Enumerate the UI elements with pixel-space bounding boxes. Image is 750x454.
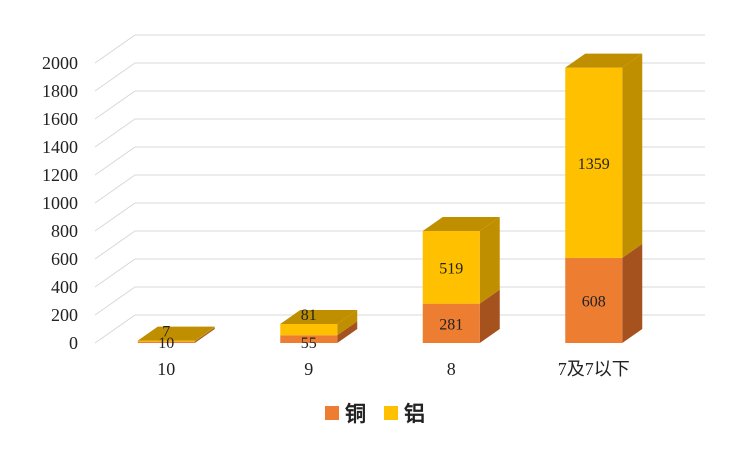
gridline-1800 [94,62,705,92]
y-tick-label-1800: 1800 [42,81,78,101]
data-label-0-2: 281 [439,316,463,333]
legend-item-copper: 铜 [325,398,366,428]
gridline-400 [94,258,705,288]
bar-side-0-1 [337,321,358,343]
legend-swatch-copper [325,406,339,420]
gridline-1000 [94,174,705,204]
x-tick-label-3: 7及7以下 [558,359,630,379]
gridline-2000 [94,34,705,64]
legend-swatch-aluminum [384,406,398,420]
data-label-0-3: 608 [582,293,606,310]
gridline-1600 [94,90,705,120]
y-tick-label-600: 600 [51,249,78,269]
x-tick-label-1: 9 [304,359,313,379]
gridline-1200 [94,146,705,176]
gridline-800 [94,202,705,232]
bar-top-2 [422,217,500,231]
data-label-0-0: 10 [158,335,174,352]
bar-side-1-1 [337,309,358,336]
legend-label-copper: 铜 [345,402,366,426]
bar-side-1-0 [194,326,215,342]
data-label-0-1: 55 [301,335,317,352]
bar-side-1-3 [622,53,643,258]
bar-0-1 [280,335,338,343]
bar-0-3 [565,257,623,343]
gridline-1400 [94,118,705,148]
data-label-1-2: 519 [439,260,463,277]
legend: 铜 铝 [0,398,750,428]
gridline-200 [94,286,705,316]
bar-layer: 107 55 81 281 519 608 1359 [137,53,643,352]
y-tick-label-1000: 1000 [42,193,78,213]
legend-label-aluminum: 铝 [404,402,425,426]
grid-layer [94,34,705,344]
y-tick-label-1400: 1400 [42,137,78,157]
y-tick-label-2000: 2000 [42,53,78,73]
data-label-1-0: 7 [162,324,170,341]
bar-side-1-2 [479,217,500,304]
bar-top-3 [565,53,643,68]
bar-1-1 [280,323,338,336]
bar-side-0-3 [622,243,643,343]
bar-top-0 [137,326,215,341]
bar-side-0-0 [194,327,215,343]
bar-0-2 [422,303,480,343]
data-label-1-3: 1359 [578,156,610,173]
data-label-1-1: 81 [301,307,317,324]
x-axis-tick-labels: 10 9 8 7及7以下 [157,359,630,379]
gridline-600 [94,230,705,260]
bar-side-0-2 [479,289,500,343]
y-tick-label-1600: 1600 [42,109,78,129]
y-tick-label-200: 200 [51,305,78,325]
bar-1-0 [137,340,195,342]
x-tick-label-2: 8 [447,359,456,379]
y-tick-label-1200: 1200 [42,165,78,185]
y-axis-tick-labels: 0 200 400 600 800 1000 1200 1400 1600 1800 2000 [42,53,78,353]
legend-item-aluminum: 铝 [384,398,425,428]
y-tick-label-800: 800 [51,221,78,241]
y-tick-label-0: 0 [69,333,78,353]
x-tick-label-0: 10 [157,359,175,379]
y-tick-label-400: 400 [51,277,78,297]
bar-0-0 [137,341,195,343]
bar-1-3 [565,67,623,258]
gridline-0 [94,314,705,344]
bar-top-1 [280,309,358,324]
bar-1-2 [422,231,480,304]
